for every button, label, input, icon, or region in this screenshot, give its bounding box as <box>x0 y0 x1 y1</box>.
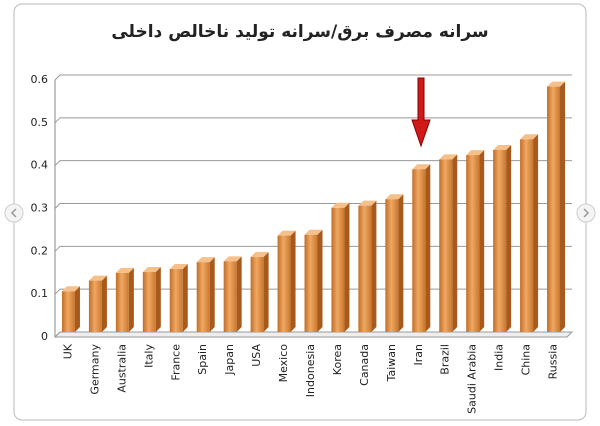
bar <box>466 155 480 332</box>
bar-top <box>304 229 323 235</box>
x-tick-label: China <box>520 344 533 375</box>
y-tick-label: 0.2 <box>31 244 49 257</box>
bar-side <box>290 230 296 332</box>
x-tick-label: Korea <box>331 344 344 375</box>
y-tick-label: 0.3 <box>31 202 49 215</box>
x-tick-label: Japan <box>223 344 236 376</box>
bar <box>520 139 534 332</box>
bar <box>385 199 399 332</box>
bar-top <box>412 164 431 170</box>
grid-line <box>54 74 572 81</box>
bar <box>304 234 318 332</box>
bar-side <box>344 202 350 332</box>
bar <box>277 235 291 332</box>
bar-top <box>358 200 377 206</box>
carousel-prev[interactable] <box>4 203 24 223</box>
y-tick-label: 0.4 <box>31 159 49 172</box>
bar <box>115 272 129 332</box>
bar-top <box>250 252 269 258</box>
bar-top <box>520 134 539 140</box>
x-tick-label: Spain <box>196 344 209 375</box>
bar <box>331 207 345 332</box>
bar-top <box>439 154 458 160</box>
x-tick-label: Australia <box>115 344 128 393</box>
bar-side <box>182 264 188 332</box>
carousel-next[interactable] <box>576 203 596 223</box>
bar-side <box>506 144 512 332</box>
floor <box>53 331 574 338</box>
bar-side <box>452 154 458 332</box>
x-tick-label: USA <box>250 344 263 367</box>
bar <box>412 169 426 332</box>
bar-top <box>547 81 566 87</box>
bar-side <box>101 275 107 332</box>
x-tick-label: Iran <box>412 344 425 366</box>
chart-title: سرانه مصرف برق/سرانه تولید ناخالص داخلی <box>111 22 488 42</box>
bar-side <box>128 267 134 332</box>
bar-side <box>317 229 323 332</box>
bar <box>196 262 210 332</box>
bar <box>358 205 372 332</box>
bar-side <box>263 252 269 332</box>
x-tick-label: France <box>169 344 182 381</box>
bar <box>547 86 561 332</box>
bar <box>61 291 75 332</box>
x-tick-label: Mexico <box>277 344 290 383</box>
x-tick-label: UK <box>61 343 74 359</box>
bar <box>250 257 264 332</box>
grid-line <box>54 160 572 167</box>
bar-top <box>142 267 161 273</box>
x-tick-label: India <box>493 344 506 371</box>
x-tick-label: Italy <box>142 344 155 368</box>
bar <box>88 280 102 332</box>
bar-side <box>398 194 404 332</box>
bar-top <box>169 264 188 270</box>
bar-side <box>371 200 377 332</box>
bar-top <box>223 256 242 262</box>
y-tick-label: 0.6 <box>31 73 49 86</box>
bar-top <box>61 286 80 292</box>
bar-top <box>466 150 485 156</box>
bar <box>439 159 453 332</box>
highlight-arrow <box>411 77 431 148</box>
bar-side <box>425 164 431 332</box>
bar-side <box>74 286 80 332</box>
y-tick-label: 0.5 <box>31 116 49 129</box>
bar-side <box>479 150 485 332</box>
bar <box>169 269 183 332</box>
x-tick-label: Canada <box>358 344 371 386</box>
x-tick-label: Taiwan <box>385 344 398 382</box>
x-tick-label: Brazil <box>439 344 452 375</box>
bar <box>142 272 156 332</box>
grid-line <box>54 331 572 338</box>
x-tick-label: Saudi Arabia <box>466 344 479 414</box>
y-tick-label: 0 <box>41 330 48 343</box>
bar-top <box>196 257 215 263</box>
bar-side <box>209 257 215 332</box>
y-tick-label: 0.1 <box>31 287 49 300</box>
x-tick-label: Indonesia <box>304 344 317 397</box>
bar-top <box>277 230 296 236</box>
x-tick-label: Russia <box>547 344 560 379</box>
bar-side <box>533 134 539 332</box>
carousel-next-icon <box>583 208 590 218</box>
bar-side <box>560 81 566 332</box>
bar-top <box>331 202 350 208</box>
bar-side <box>155 267 161 332</box>
bar <box>493 149 507 332</box>
bar <box>223 261 237 332</box>
x-tick-label: Germany <box>88 344 101 395</box>
bar-top <box>385 194 404 200</box>
bar-side <box>236 256 242 332</box>
bar-top <box>115 267 134 273</box>
carousel-prev-icon <box>10 208 17 218</box>
grid-line <box>54 117 572 124</box>
bar-top <box>493 144 512 150</box>
bar-top <box>88 275 107 281</box>
